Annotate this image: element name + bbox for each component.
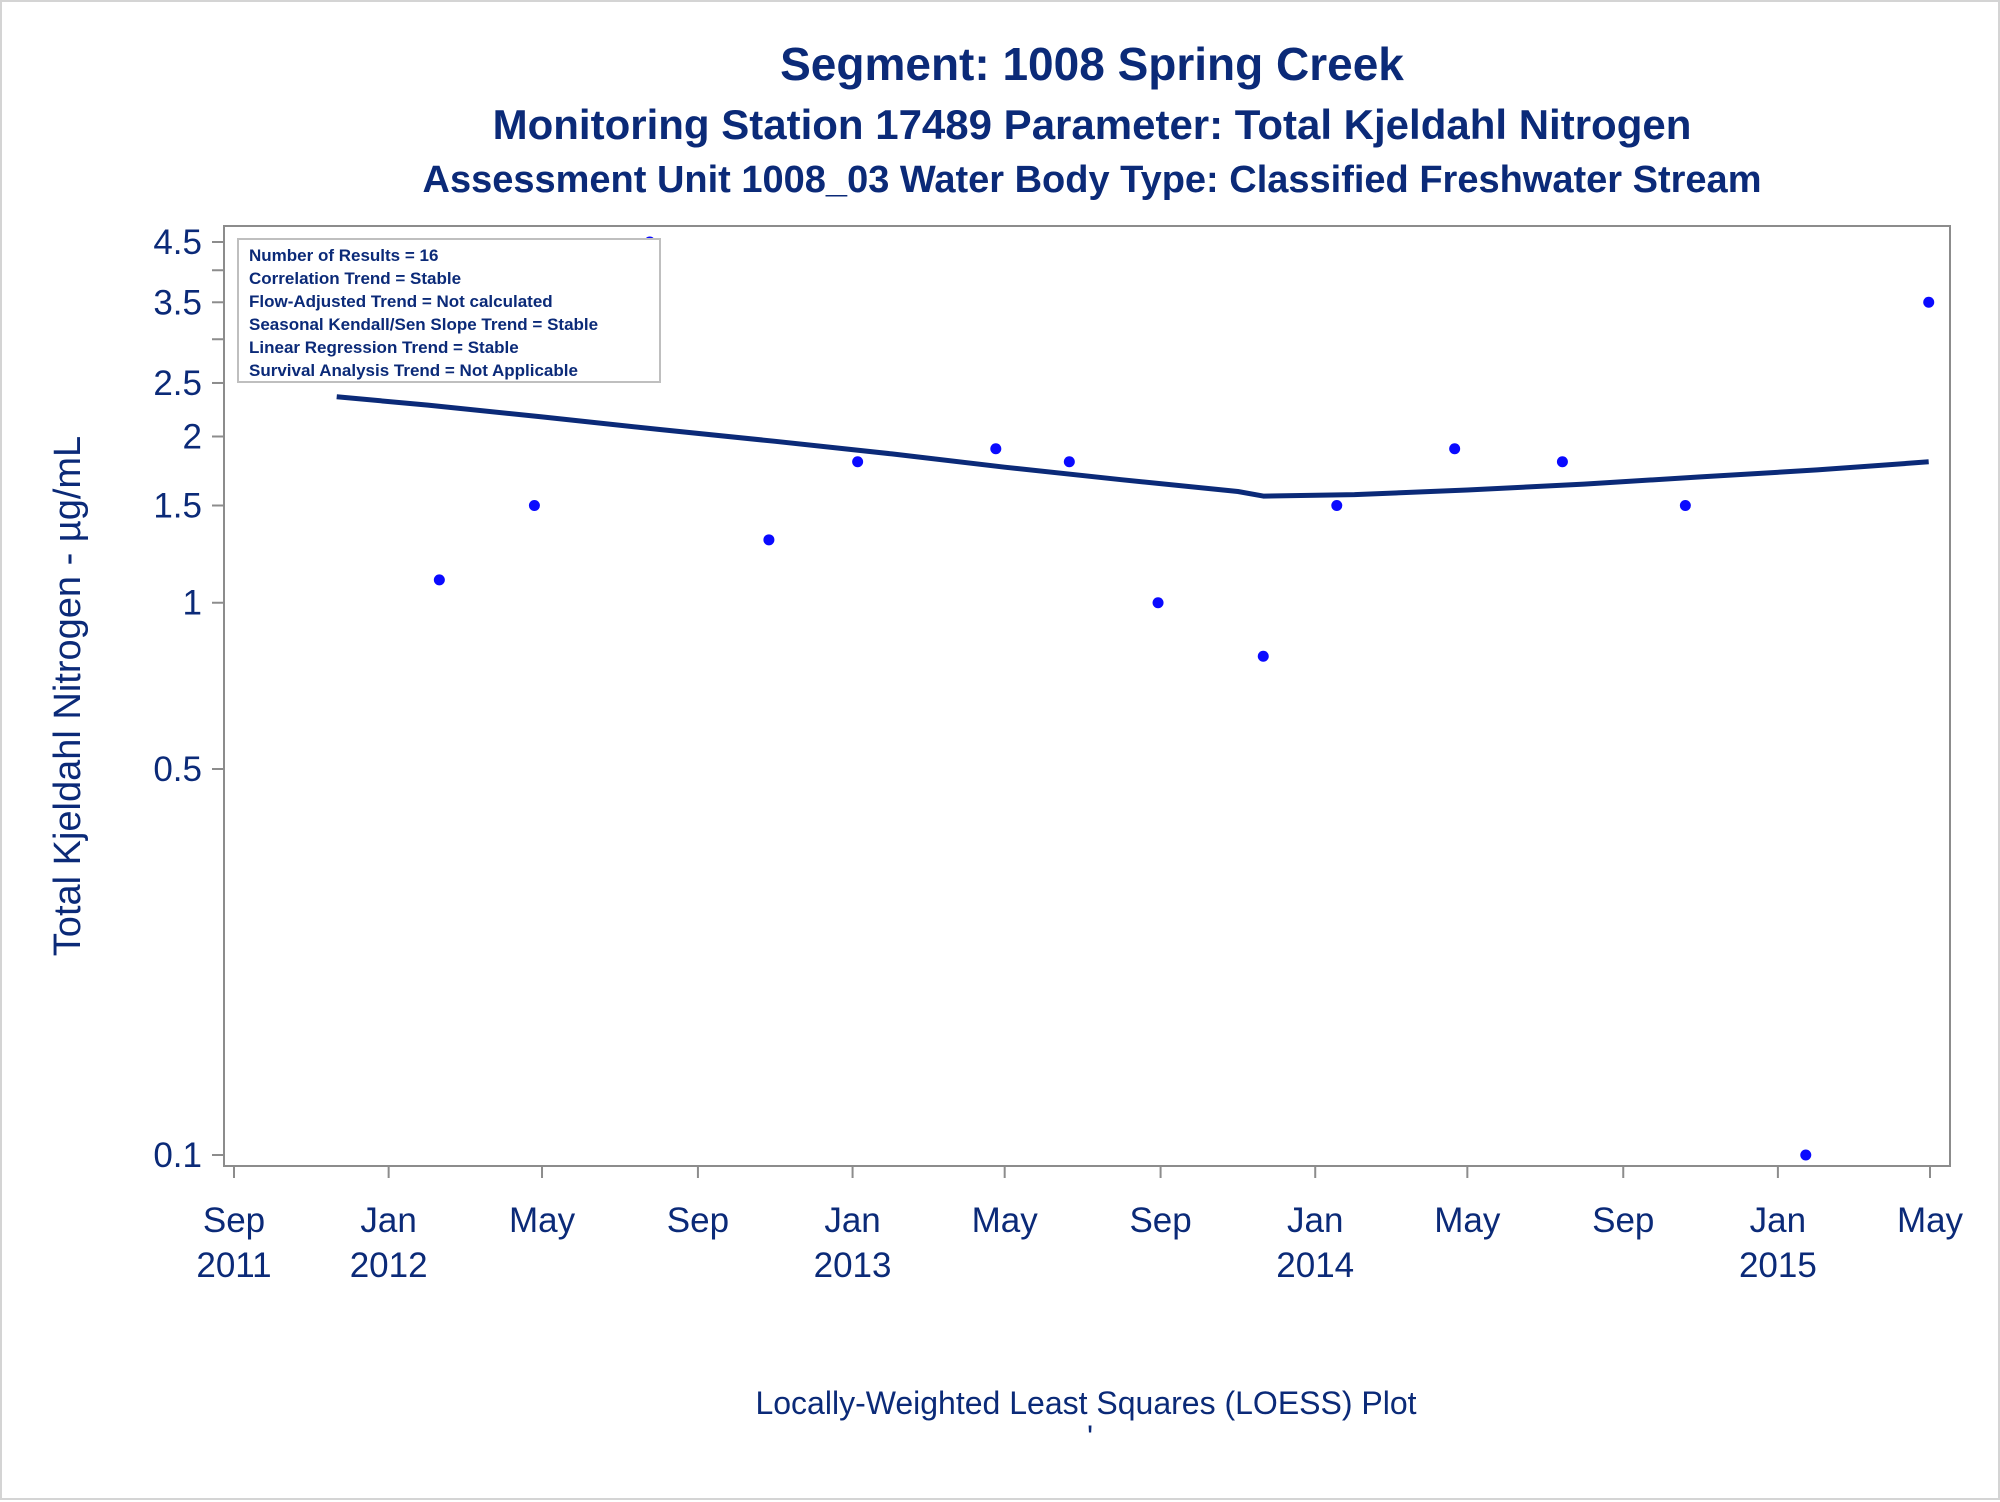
y-axis-label: Total Kjeldahl Nitrogen - µg/mL — [47, 436, 89, 956]
data-point-8 — [1152, 597, 1164, 609]
x-tick-month-9: Sep — [1592, 1201, 1654, 1240]
stats-box-frame — [237, 238, 661, 383]
data-point-12 — [1556, 456, 1568, 468]
x-tick-month-10: Jan — [1750, 1201, 1806, 1240]
x-tick-month-11: May — [1897, 1201, 1964, 1240]
stats-line-flow-adjusted: Flow-Adjusted Trend = Not calculated — [249, 292, 553, 311]
x-tick-month-1: Jan — [360, 1201, 416, 1240]
y-tick-label-1: 0.5 — [153, 750, 202, 789]
x-tick-year-10: 2015 — [1739, 1246, 1817, 1285]
trend-stats-box: Number of Results = 16 Correlation Trend… — [237, 238, 661, 383]
stats-line-seasonal-kendall: Seasonal Kendall/Sen Slope Trend = Stabl… — [249, 315, 598, 334]
x-tick-month-3: Sep — [667, 1201, 729, 1240]
x-tick-month-0: Sep — [203, 1201, 265, 1240]
y-tick-label-6: 3.5 — [153, 283, 202, 322]
x-tick-month-7: Jan — [1287, 1201, 1343, 1240]
x-tick-month-4: Jan — [824, 1201, 880, 1240]
loess-trend-line — [336, 394, 1929, 499]
y-axis: 0.1 0.5 1 1.5 2 2.5 3.5 4.5 — [153, 223, 224, 1175]
x-tick-year-1: 2012 — [350, 1246, 428, 1285]
data-point-15 — [1923, 296, 1935, 308]
y-tick-label-3: 1.5 — [153, 486, 202, 525]
x-tick-month-6: Sep — [1129, 1201, 1191, 1240]
chart-subtitle-2: Assessment Unit 1008_03 Water Body Type:… — [423, 159, 1762, 201]
chart-subtitle: Monitoring Station 17489 Parameter: Tota… — [493, 101, 1692, 148]
stats-line-correlation: Correlation Trend = Stable — [249, 269, 461, 288]
x-tick-year-0: 2011 — [196, 1246, 271, 1285]
data-point-1 — [433, 574, 445, 586]
x-axis: Sep 2011 Jan 2012 May Sep Jan 2013 May Sep Jan 2014… — [196, 1166, 1964, 1285]
data-point-10 — [1331, 499, 1343, 511]
x-tick-month-8: May — [1434, 1201, 1501, 1240]
data-point-11 — [1449, 443, 1461, 455]
data-point-9 — [1257, 650, 1269, 662]
stats-line-results: Number of Results = 16 — [249, 246, 438, 265]
data-point-5 — [852, 456, 864, 468]
y-tick-label-5: 2.5 — [153, 364, 202, 403]
x-tick-month-5: May — [972, 1201, 1039, 1240]
x-tick-month-2: May — [509, 1201, 576, 1240]
data-point-6 — [990, 443, 1002, 455]
footnote: Locally-Weighted Least Squares (LOESS) P… — [755, 1385, 1416, 1421]
y-tick-label-0: 0.1 — [153, 1136, 202, 1175]
data-point-4 — [763, 534, 775, 546]
chart-title: Segment: 1008 Spring Creek — [780, 38, 1404, 90]
x-tick-year-7: 2014 — [1276, 1246, 1354, 1285]
data-point-2 — [528, 499, 540, 511]
y-tick-label-7: 4.5 — [153, 223, 202, 262]
data-point-14 — [1800, 1149, 1812, 1161]
footnote-mark: ' — [1087, 1419, 1093, 1455]
y-tick-label-2: 1 — [183, 584, 202, 623]
y-tick-label-4: 2 — [183, 417, 202, 456]
stats-line-survival: Survival Analysis Trend = Not Applicable — [249, 361, 578, 380]
data-point-13 — [1679, 499, 1691, 511]
plot-area — [223, 225, 1951, 1167]
data-point-7 — [1063, 456, 1075, 468]
x-tick-year-4: 2013 — [814, 1246, 892, 1285]
stats-line-linear-regression: Linear Regression Trend = Stable — [249, 338, 519, 357]
